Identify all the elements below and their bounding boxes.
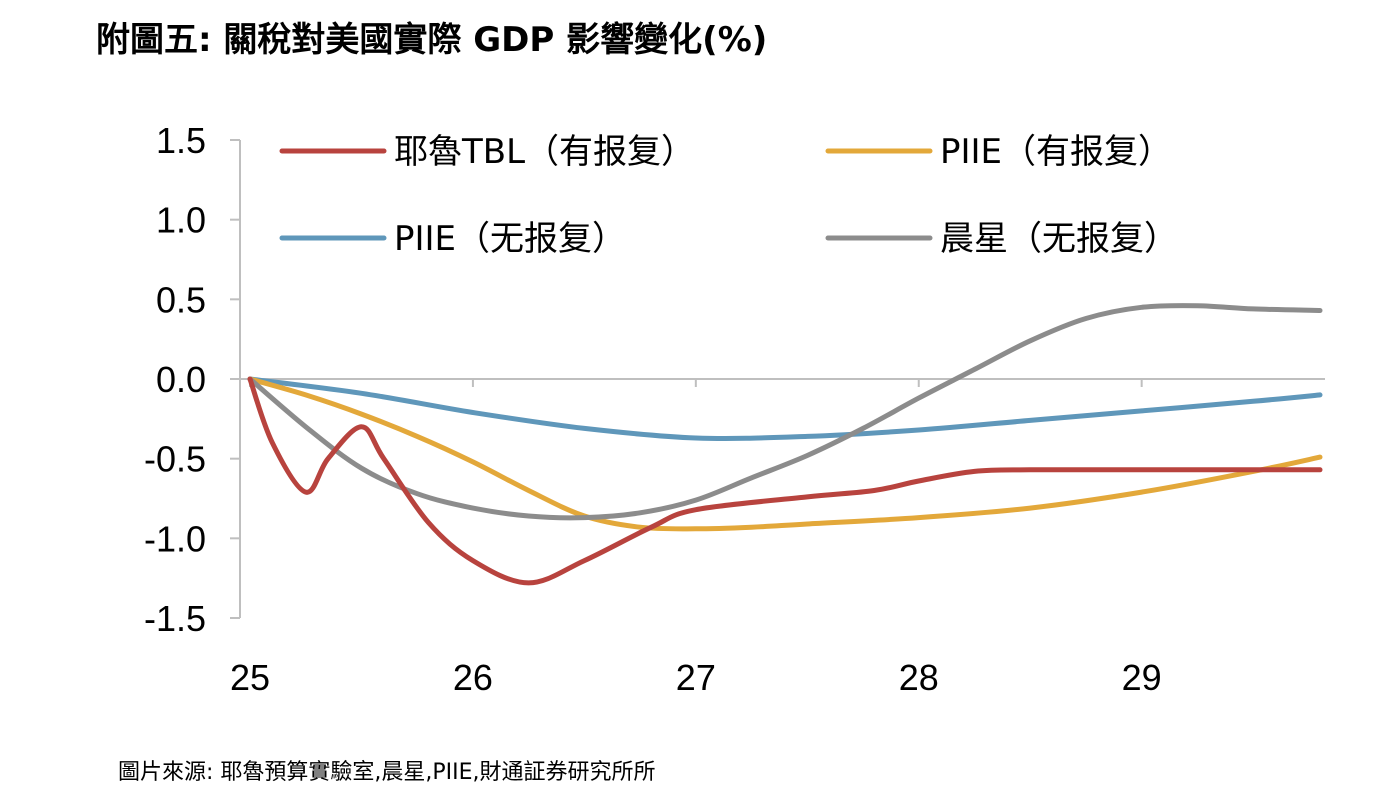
x-tick-label: 29	[1122, 657, 1162, 698]
chart-axes	[230, 139, 1325, 619]
series-line	[247, 376, 1323, 532]
legend-label: PIIE（有报复）	[940, 132, 1172, 172]
y-tick-label: 0.0	[156, 359, 206, 400]
legend-label: 耶魯TBL（有报复）	[394, 132, 695, 172]
chart-tick-labels: 1.5 1.0 0.5 0.0 -0.5 -1.0 -1.5 25 26 27 28 29	[144, 120, 1162, 698]
x-tick-label: 26	[453, 657, 493, 698]
x-tick-label: 28	[899, 657, 939, 698]
x-tick-label: 27	[676, 657, 716, 698]
chart-title: 附圖五: 關稅對美國實際 GDP 影響變化(%)	[96, 20, 768, 60]
legend-label: 晨星（无报复）	[940, 219, 1178, 259]
y-tick-label: -0.5	[144, 439, 206, 480]
y-tick-label: -1.5	[144, 598, 206, 639]
legend-label: PIIE（无报复）	[394, 219, 626, 259]
x-tick-label: 25	[230, 657, 270, 698]
chart-series-lines	[247, 303, 1323, 586]
y-tick-label: 0.5	[156, 279, 206, 320]
y-tick-label: -1.0	[144, 518, 206, 559]
line-chart: 1.5 1.0 0.5 0.0 -0.5 -1.0 -1.5 25 26 27 28 29 耶魯TBL…	[144, 120, 1325, 698]
series-line	[247, 303, 1323, 521]
series-line	[247, 376, 1323, 441]
source-note: 圖片來源: 耶魯預算實驗室,晨星,PIIE,財通証券研究所所	[118, 760, 656, 785]
chart-legend: 耶魯TBL（有报复） PIIE（有报复） PIIE（无报复） 晨星（无报复）	[279, 132, 1178, 259]
y-tick-label: 1.0	[156, 200, 206, 241]
series-line	[247, 376, 1323, 586]
y-tick-label: 1.5	[156, 120, 206, 161]
